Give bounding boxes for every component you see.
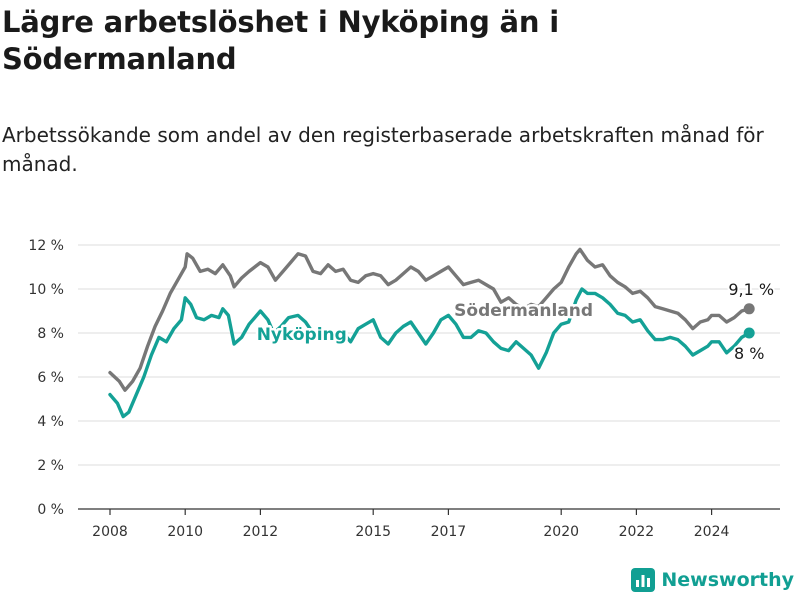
- x-tick-label: 2008: [92, 524, 128, 540]
- series-line-nykoping: [108, 287, 751, 419]
- x-tick-label: 2024: [694, 524, 730, 540]
- grid-lines: [78, 244, 780, 466]
- series-lines: [108, 247, 755, 419]
- y-tick-label: 12 %: [28, 238, 64, 254]
- x-tick-label: 2012: [243, 524, 279, 540]
- y-tick-label: 4 %: [37, 414, 64, 430]
- newsworthy-logo: Newsworthy: [631, 568, 794, 592]
- series-end-point: [743, 303, 755, 315]
- series-labels: Södermanland 9,1 % Nyköping 8 %: [254, 278, 776, 365]
- y-axis-ticks: 0 % 2 % 4 % 6 % 8 % 10 % 12 %: [28, 238, 64, 518]
- series-line-sodermanland: [108, 247, 751, 392]
- x-tick-label: 2010: [167, 524, 203, 540]
- x-tick-label: 2020: [543, 524, 579, 540]
- y-tick-label: 2 %: [37, 458, 64, 474]
- series-end-label: 9,1 %: [728, 280, 774, 299]
- x-tick-label: 2017: [431, 524, 467, 540]
- y-tick-label: 0 %: [37, 502, 64, 518]
- brand-name: Newsworthy: [661, 569, 794, 591]
- series-end-label: 8 %: [734, 344, 764, 363]
- chart-title: Lägre arbetslöshet i Nyköping än i Söder…: [2, 5, 559, 76]
- newsworthy-logo-icon: [631, 568, 656, 592]
- y-tick-label: 10 %: [28, 282, 64, 298]
- x-tick-label: 2022: [619, 524, 655, 540]
- y-tick-label: 8 %: [37, 326, 64, 342]
- x-axis: 2008 2010 2012 2015 2017 2020 2022 2024: [78, 508, 780, 540]
- series-label-sodermanland: Södermanland: [454, 301, 593, 321]
- chart-subtitle: Arbetssökande som andel av den registerb…: [2, 123, 764, 176]
- series-end-point: [743, 327, 755, 339]
- x-tick-label: 2015: [355, 524, 391, 540]
- y-tick-label: 6 %: [37, 370, 64, 386]
- series-label-nykoping: Nyköping: [257, 325, 347, 345]
